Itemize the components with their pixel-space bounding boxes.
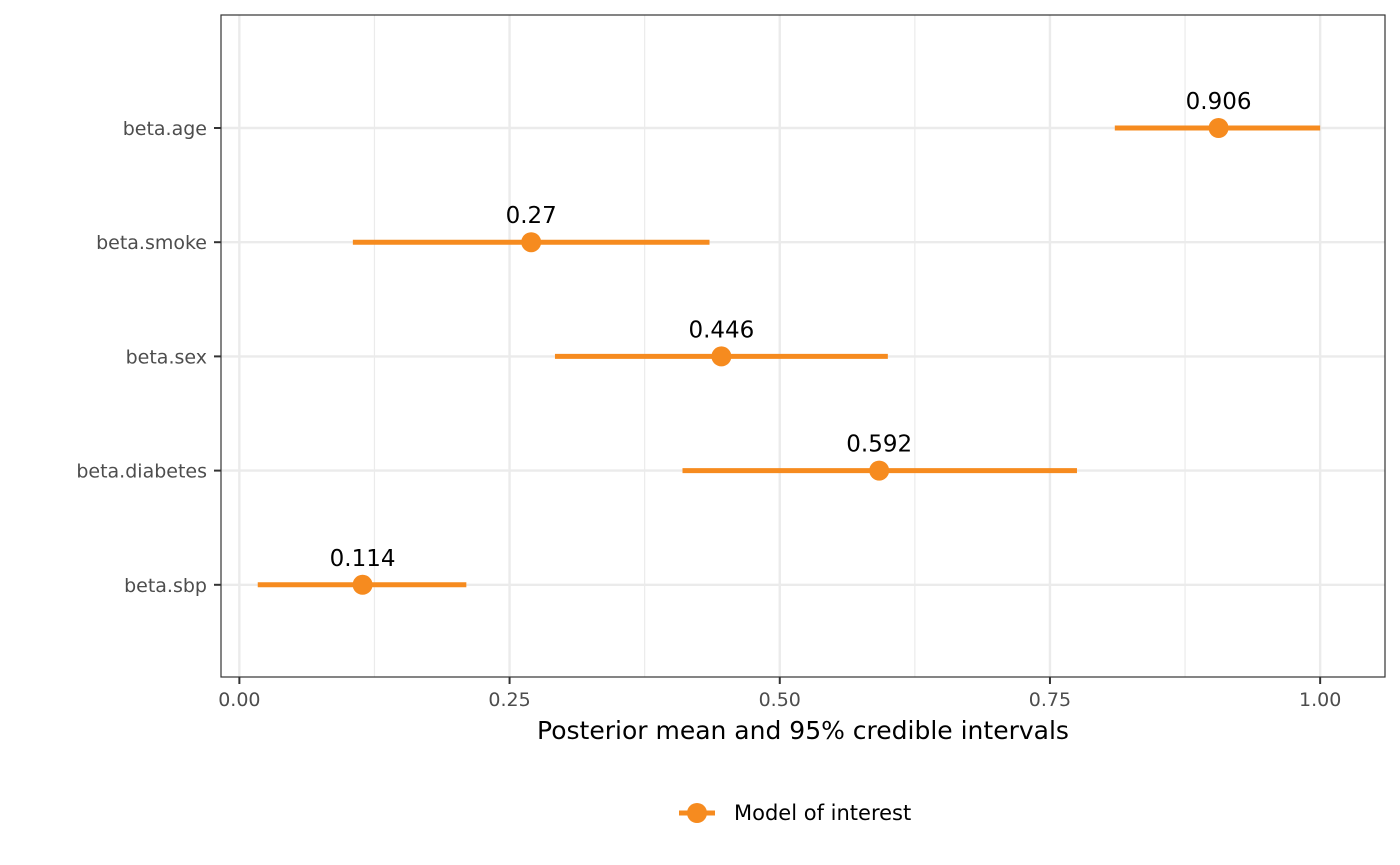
legend-label: Model of interest — [734, 801, 911, 825]
legend-key-point — [687, 803, 707, 823]
data-label: 0.114 — [330, 546, 396, 572]
x-tick-label: 0.75 — [1029, 689, 1071, 711]
mean-point — [1208, 118, 1229, 138]
plot-panel — [220, 14, 1386, 678]
data-label: 0.27 — [506, 203, 557, 229]
legend: Model of interest — [679, 801, 911, 825]
x-tick-label: 0.25 — [488, 689, 530, 711]
data-label: 0.592 — [846, 432, 912, 458]
y-tick-label: beta.smoke — [96, 232, 207, 254]
mean-point — [521, 232, 542, 253]
mean-point — [352, 574, 373, 595]
x-tick-label: 0.00 — [218, 689, 260, 711]
y-tick-label: beta.age — [123, 118, 207, 140]
data-label: 0.906 — [1186, 89, 1252, 115]
y-tick-label: beta.diabetes — [76, 461, 207, 483]
x-tick-label: 1.00 — [1299, 689, 1341, 711]
mean-point — [711, 346, 732, 367]
x-axis-title: Posterior mean and 95% credible interval… — [537, 716, 1069, 745]
interval-marks: 0.906 0.27 0.446 0.592 0.114 — [257, 89, 1321, 595]
y-axis: beta.age beta.smoke beta.sex beta.diabetes b… — [76, 118, 221, 597]
data-label: 0.446 — [688, 317, 754, 343]
x-tick-label: 0.50 — [759, 689, 801, 711]
x-axis: 0.00 0.25 0.50 0.75 1.00 — [218, 677, 1341, 711]
y-tick-label: beta.sbp — [124, 575, 207, 597]
y-tick-label: beta.sex — [126, 346, 207, 368]
grid-minor — [373, 15, 1186, 677]
mean-point — [869, 460, 890, 481]
